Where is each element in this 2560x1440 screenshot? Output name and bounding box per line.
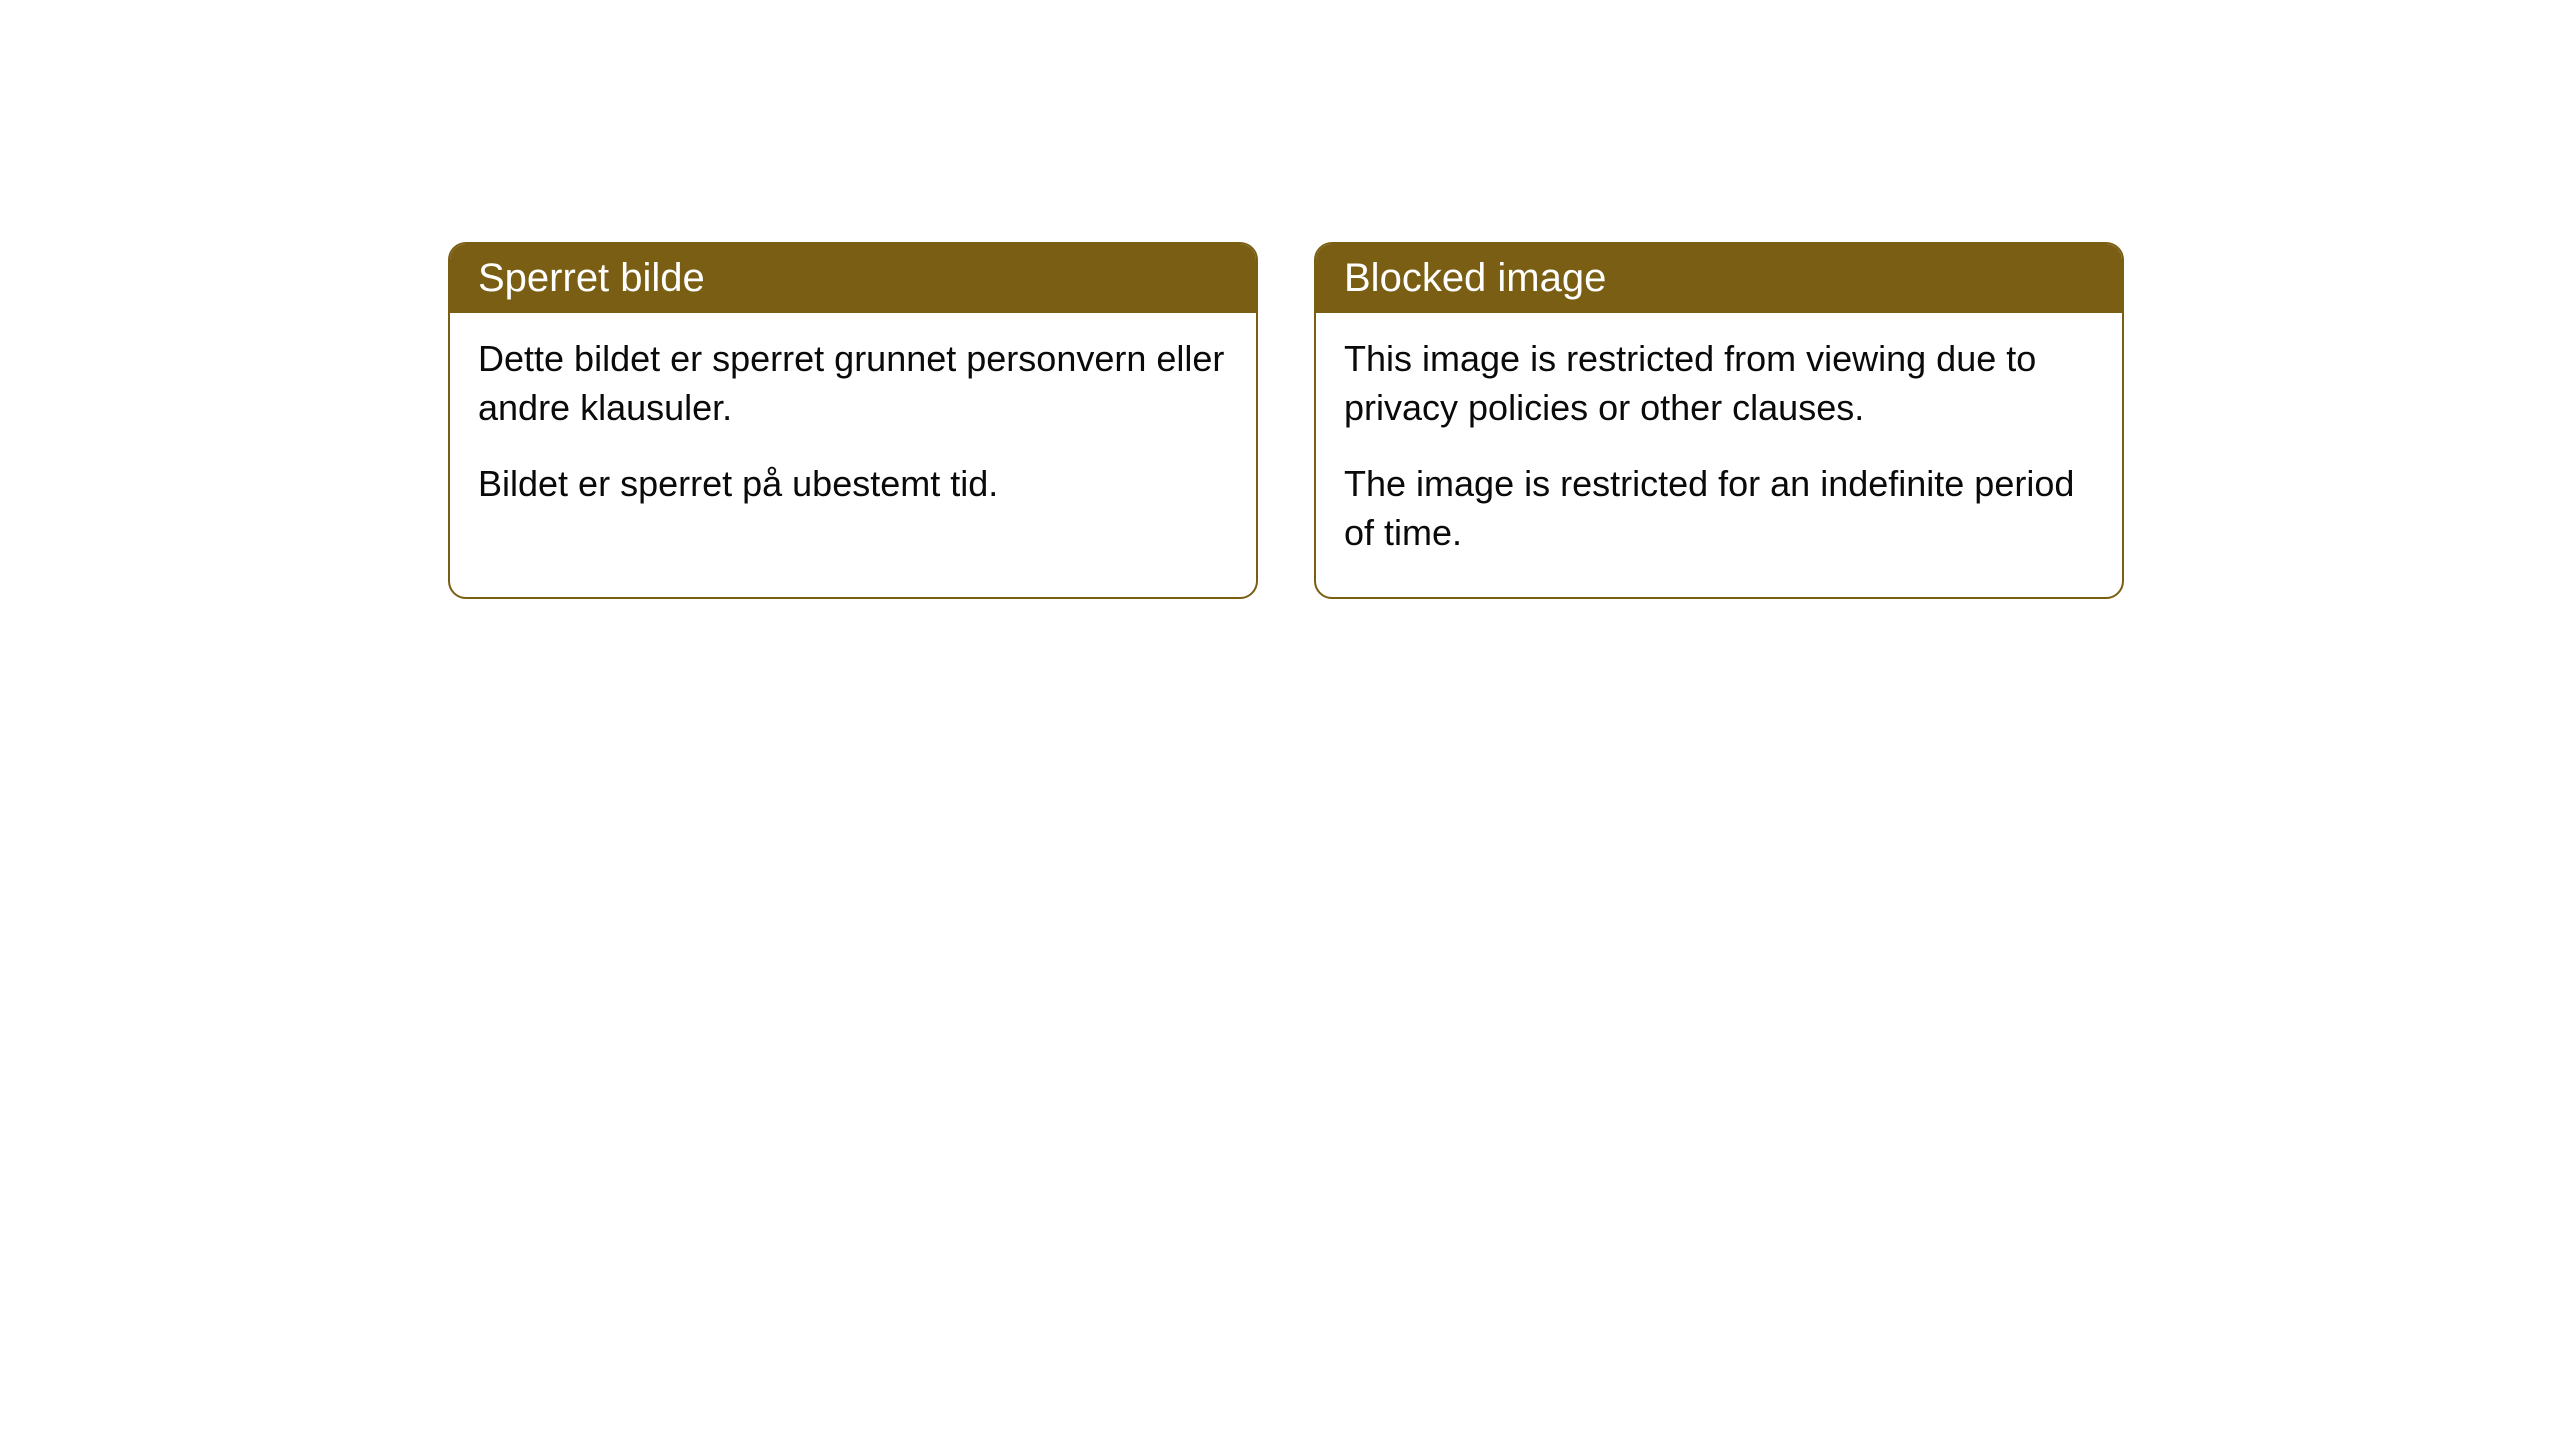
card-paragraph: This image is restricted from viewing du… (1344, 335, 2094, 432)
card-title: Sperret bilde (478, 256, 705, 300)
card-paragraph: The image is restricted for an indefinit… (1344, 460, 2094, 557)
card-paragraph: Bildet er sperret på ubestemt tid. (478, 460, 1228, 509)
card-body-norwegian: Dette bildet er sperret grunnet personve… (450, 313, 1256, 549)
card-body-english: This image is restricted from viewing du… (1316, 313, 2122, 597)
card-paragraph: Dette bildet er sperret grunnet personve… (478, 335, 1228, 432)
notice-card-norwegian: Sperret bilde Dette bildet er sperret gr… (448, 242, 1258, 599)
card-title: Blocked image (1344, 256, 1606, 300)
card-header-english: Blocked image (1316, 244, 2122, 313)
card-header-norwegian: Sperret bilde (450, 244, 1256, 313)
notice-card-english: Blocked image This image is restricted f… (1314, 242, 2124, 599)
notice-cards-container: Sperret bilde Dette bildet er sperret gr… (448, 242, 2124, 599)
